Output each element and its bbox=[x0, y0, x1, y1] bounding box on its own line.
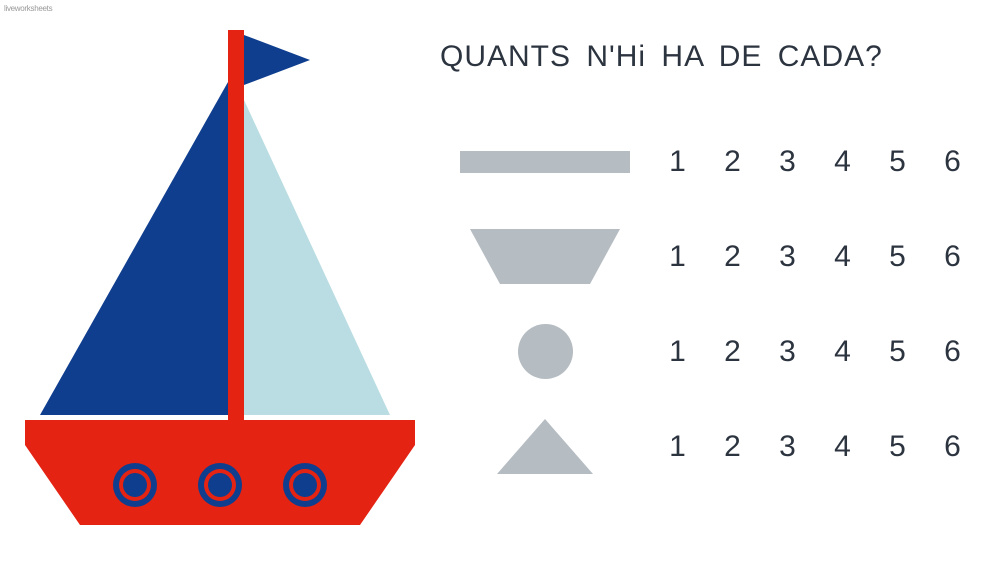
option-circle-3[interactable]: 3 bbox=[760, 335, 815, 369]
shape-key-rectangle-icon bbox=[460, 151, 630, 173]
flag-triangle bbox=[244, 35, 310, 85]
sailboat-svg bbox=[10, 20, 420, 540]
answer-row-triangle: 123456 bbox=[440, 399, 980, 494]
number-options-trapezoid: 123456 bbox=[650, 240, 980, 274]
option-rectangle-2[interactable]: 2 bbox=[705, 145, 760, 179]
option-triangle-5[interactable]: 5 bbox=[870, 430, 925, 464]
shape-key-circle-cell bbox=[440, 324, 650, 379]
option-circle-4[interactable]: 4 bbox=[815, 335, 870, 369]
option-trapezoid-6[interactable]: 6 bbox=[925, 240, 980, 274]
option-trapezoid-3[interactable]: 3 bbox=[760, 240, 815, 274]
mast-rectangle bbox=[228, 30, 244, 450]
option-rectangle-1[interactable]: 1 bbox=[650, 145, 705, 179]
porthole-inner-3 bbox=[293, 473, 317, 497]
shape-key-rectangle-cell bbox=[440, 151, 650, 173]
number-options-triangle: 123456 bbox=[650, 430, 980, 464]
option-triangle-1[interactable]: 1 bbox=[650, 430, 705, 464]
option-trapezoid-1[interactable]: 1 bbox=[650, 240, 705, 274]
option-trapezoid-4[interactable]: 4 bbox=[815, 240, 870, 274]
option-trapezoid-5[interactable]: 5 bbox=[870, 240, 925, 274]
deck-rectangle bbox=[25, 420, 415, 445]
option-rectangle-5[interactable]: 5 bbox=[870, 145, 925, 179]
shape-key-circle-icon bbox=[518, 324, 573, 379]
option-circle-2[interactable]: 2 bbox=[705, 335, 760, 369]
option-rectangle-6[interactable]: 6 bbox=[925, 145, 980, 179]
watermark-text: liveworksheets bbox=[4, 4, 52, 13]
option-circle-1[interactable]: 1 bbox=[650, 335, 705, 369]
option-rectangle-3[interactable]: 3 bbox=[760, 145, 815, 179]
option-triangle-3[interactable]: 3 bbox=[760, 430, 815, 464]
shape-key-trapezoid-cell bbox=[440, 229, 650, 284]
sail-left-triangle bbox=[40, 82, 228, 415]
number-options-rectangle: 123456 bbox=[650, 145, 980, 179]
worksheet-panel: QUANTS N'Hi HA DE CADA? 1234561234561234… bbox=[440, 40, 980, 494]
porthole-inner-2 bbox=[208, 473, 232, 497]
shape-key-trapezoid-icon bbox=[470, 229, 620, 284]
shape-key-triangle-cell bbox=[440, 419, 650, 474]
sailboat-illustration bbox=[10, 20, 420, 540]
option-trapezoid-2[interactable]: 2 bbox=[705, 240, 760, 274]
sail-right-triangle bbox=[244, 100, 390, 415]
option-circle-5[interactable]: 5 bbox=[870, 335, 925, 369]
shape-key-triangle-icon bbox=[497, 419, 593, 474]
option-triangle-4[interactable]: 4 bbox=[815, 430, 870, 464]
answer-row-trapezoid: 123456 bbox=[440, 209, 980, 304]
number-options-circle: 123456 bbox=[650, 335, 980, 369]
option-circle-6[interactable]: 6 bbox=[925, 335, 980, 369]
option-rectangle-4[interactable]: 4 bbox=[815, 145, 870, 179]
option-triangle-6[interactable]: 6 bbox=[925, 430, 980, 464]
answer-row-circle: 123456 bbox=[440, 304, 980, 399]
option-triangle-2[interactable]: 2 bbox=[705, 430, 760, 464]
question-title: QUANTS N'Hi HA DE CADA? bbox=[440, 40, 980, 74]
porthole-inner-1 bbox=[123, 473, 147, 497]
answer-row-rectangle: 123456 bbox=[440, 114, 980, 209]
